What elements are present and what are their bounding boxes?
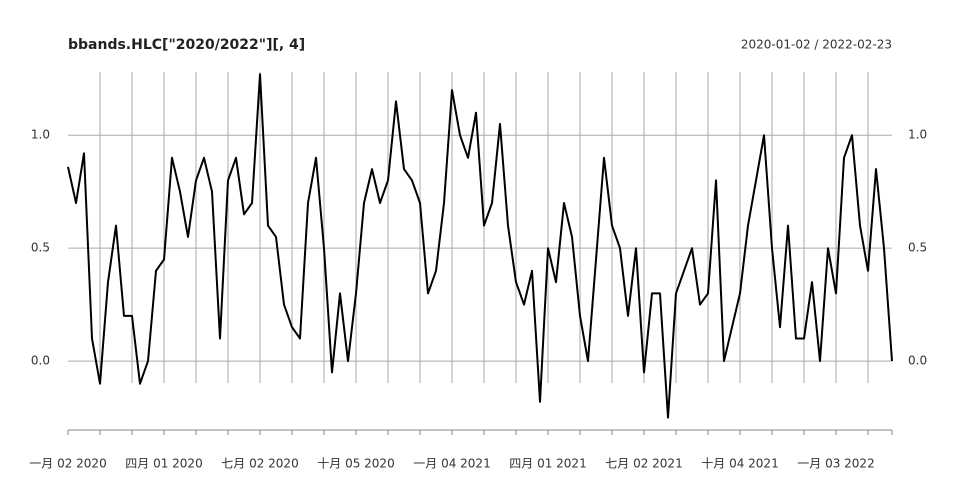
y-tick-label-right: 0.5 xyxy=(908,241,927,255)
data-line xyxy=(67,73,893,419)
y-tick-label: 0.0 xyxy=(31,354,50,368)
y-tick-label-right: 0.0 xyxy=(908,354,927,368)
chart-title: bbands.HLC["2020/2022"][, 4] xyxy=(68,37,305,53)
x-tick-label: 一月 02 2020 xyxy=(29,457,106,471)
x-tick-label: 十月 04 2021 xyxy=(701,457,778,471)
x-tick-label: 四月 01 2020 xyxy=(125,457,202,471)
x-tick-label: 七月 02 2020 xyxy=(221,457,298,471)
x-tick-label: 一月 03 2022 xyxy=(797,457,874,471)
y-tick-label: 1.0 xyxy=(31,128,50,142)
x-tick-label: 一月 04 2021 xyxy=(413,457,490,471)
date-range: 2020-01-02 / 2022-02-23 xyxy=(741,38,892,52)
x-tick-label: 四月 01 2021 xyxy=(509,457,586,471)
x-tick-label: 七月 02 2021 xyxy=(605,457,682,471)
y-tick-label: 0.5 xyxy=(31,241,50,255)
x-tick-label: 十月 05 2020 xyxy=(317,457,394,471)
y-tick-label-right: 1.0 xyxy=(908,128,927,142)
